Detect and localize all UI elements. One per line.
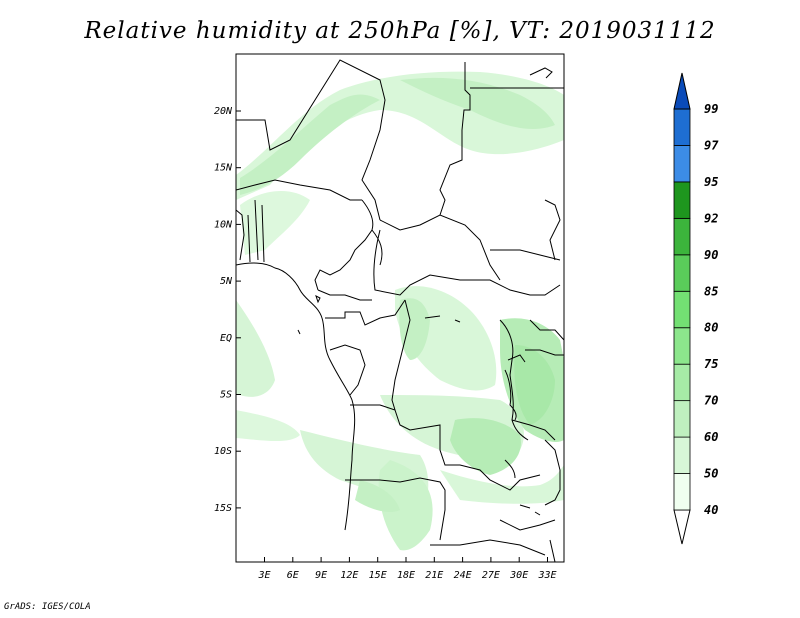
- country-borders: [236, 59, 564, 562]
- colorbar-segment: [673, 400, 691, 438]
- colorbar-label: 90: [704, 248, 718, 262]
- footer-credit: GrADS: IGES/COLA: [4, 602, 91, 612]
- colorbar-label: 97: [704, 138, 719, 152]
- colorbar-label: 40: [704, 503, 718, 517]
- lon-label: 12E: [340, 570, 358, 581]
- lon-label: 27E: [482, 570, 500, 581]
- colorbar-segment: [673, 254, 691, 292]
- lat-label: 15S: [214, 503, 232, 514]
- latitude-axis: 20N 15N 10N 5N EQ 5S 10S 15S: [214, 106, 241, 514]
- lon-label: 15E: [369, 570, 387, 581]
- lat-label: 20N: [214, 106, 233, 117]
- lon-label: 33E: [537, 570, 556, 581]
- colorbar: 40 50 60 70 75 80 85 90 92 95 97 99: [673, 72, 719, 545]
- colorbar-label: 85: [704, 284, 718, 298]
- colorbar-segment: [673, 108, 691, 146]
- longitude-axis: 3E 6E 9E 12E 15E 18E 21E 24E 27E 30E 33E: [257, 557, 557, 581]
- colorbar-segment: [673, 327, 691, 365]
- colorbar-label: 80: [704, 321, 718, 335]
- lon-label: 30E: [509, 570, 528, 581]
- lat-label: 5N: [220, 276, 233, 287]
- humidity-shading: [236, 71, 564, 551]
- colorbar-label: 50: [704, 467, 718, 481]
- lat-label: 10N: [214, 219, 233, 230]
- colorbar-segment: [673, 290, 691, 329]
- lon-label: 9E: [315, 570, 327, 581]
- lon-label: 21E: [425, 570, 443, 581]
- colorbar-under-arrow: [673, 509, 691, 545]
- colorbar-segment: [673, 473, 691, 511]
- colorbar-label: 99: [704, 102, 718, 116]
- colorbar-segment: [673, 436, 691, 474]
- lat-label: 5S: [220, 390, 232, 401]
- colorbar-segment: [673, 217, 691, 256]
- lat-label: EQ: [220, 333, 232, 344]
- lon-label: 24E: [454, 570, 472, 581]
- lat-label: 15N: [214, 163, 233, 174]
- map-frame: [235, 53, 565, 563]
- colorbar-label: 75: [704, 357, 718, 371]
- lon-label: 6E: [287, 570, 299, 581]
- colorbar-over-arrow: [673, 72, 691, 110]
- map-title: Relative humidity at 250hPa [%], VT: 201…: [84, 18, 716, 44]
- lat-label: 10S: [214, 446, 232, 457]
- colorbar-label: 95: [704, 175, 718, 189]
- colorbar-label: 92: [704, 211, 718, 225]
- lon-label: 18E: [397, 570, 415, 581]
- colorbar-segment: [673, 363, 691, 402]
- colorbar-segment: [673, 181, 691, 219]
- lon-label: 3E: [257, 570, 270, 581]
- colorbar-label: 70: [704, 394, 718, 408]
- colorbar-label: 60: [704, 430, 718, 444]
- colorbar-segment: [673, 145, 691, 183]
